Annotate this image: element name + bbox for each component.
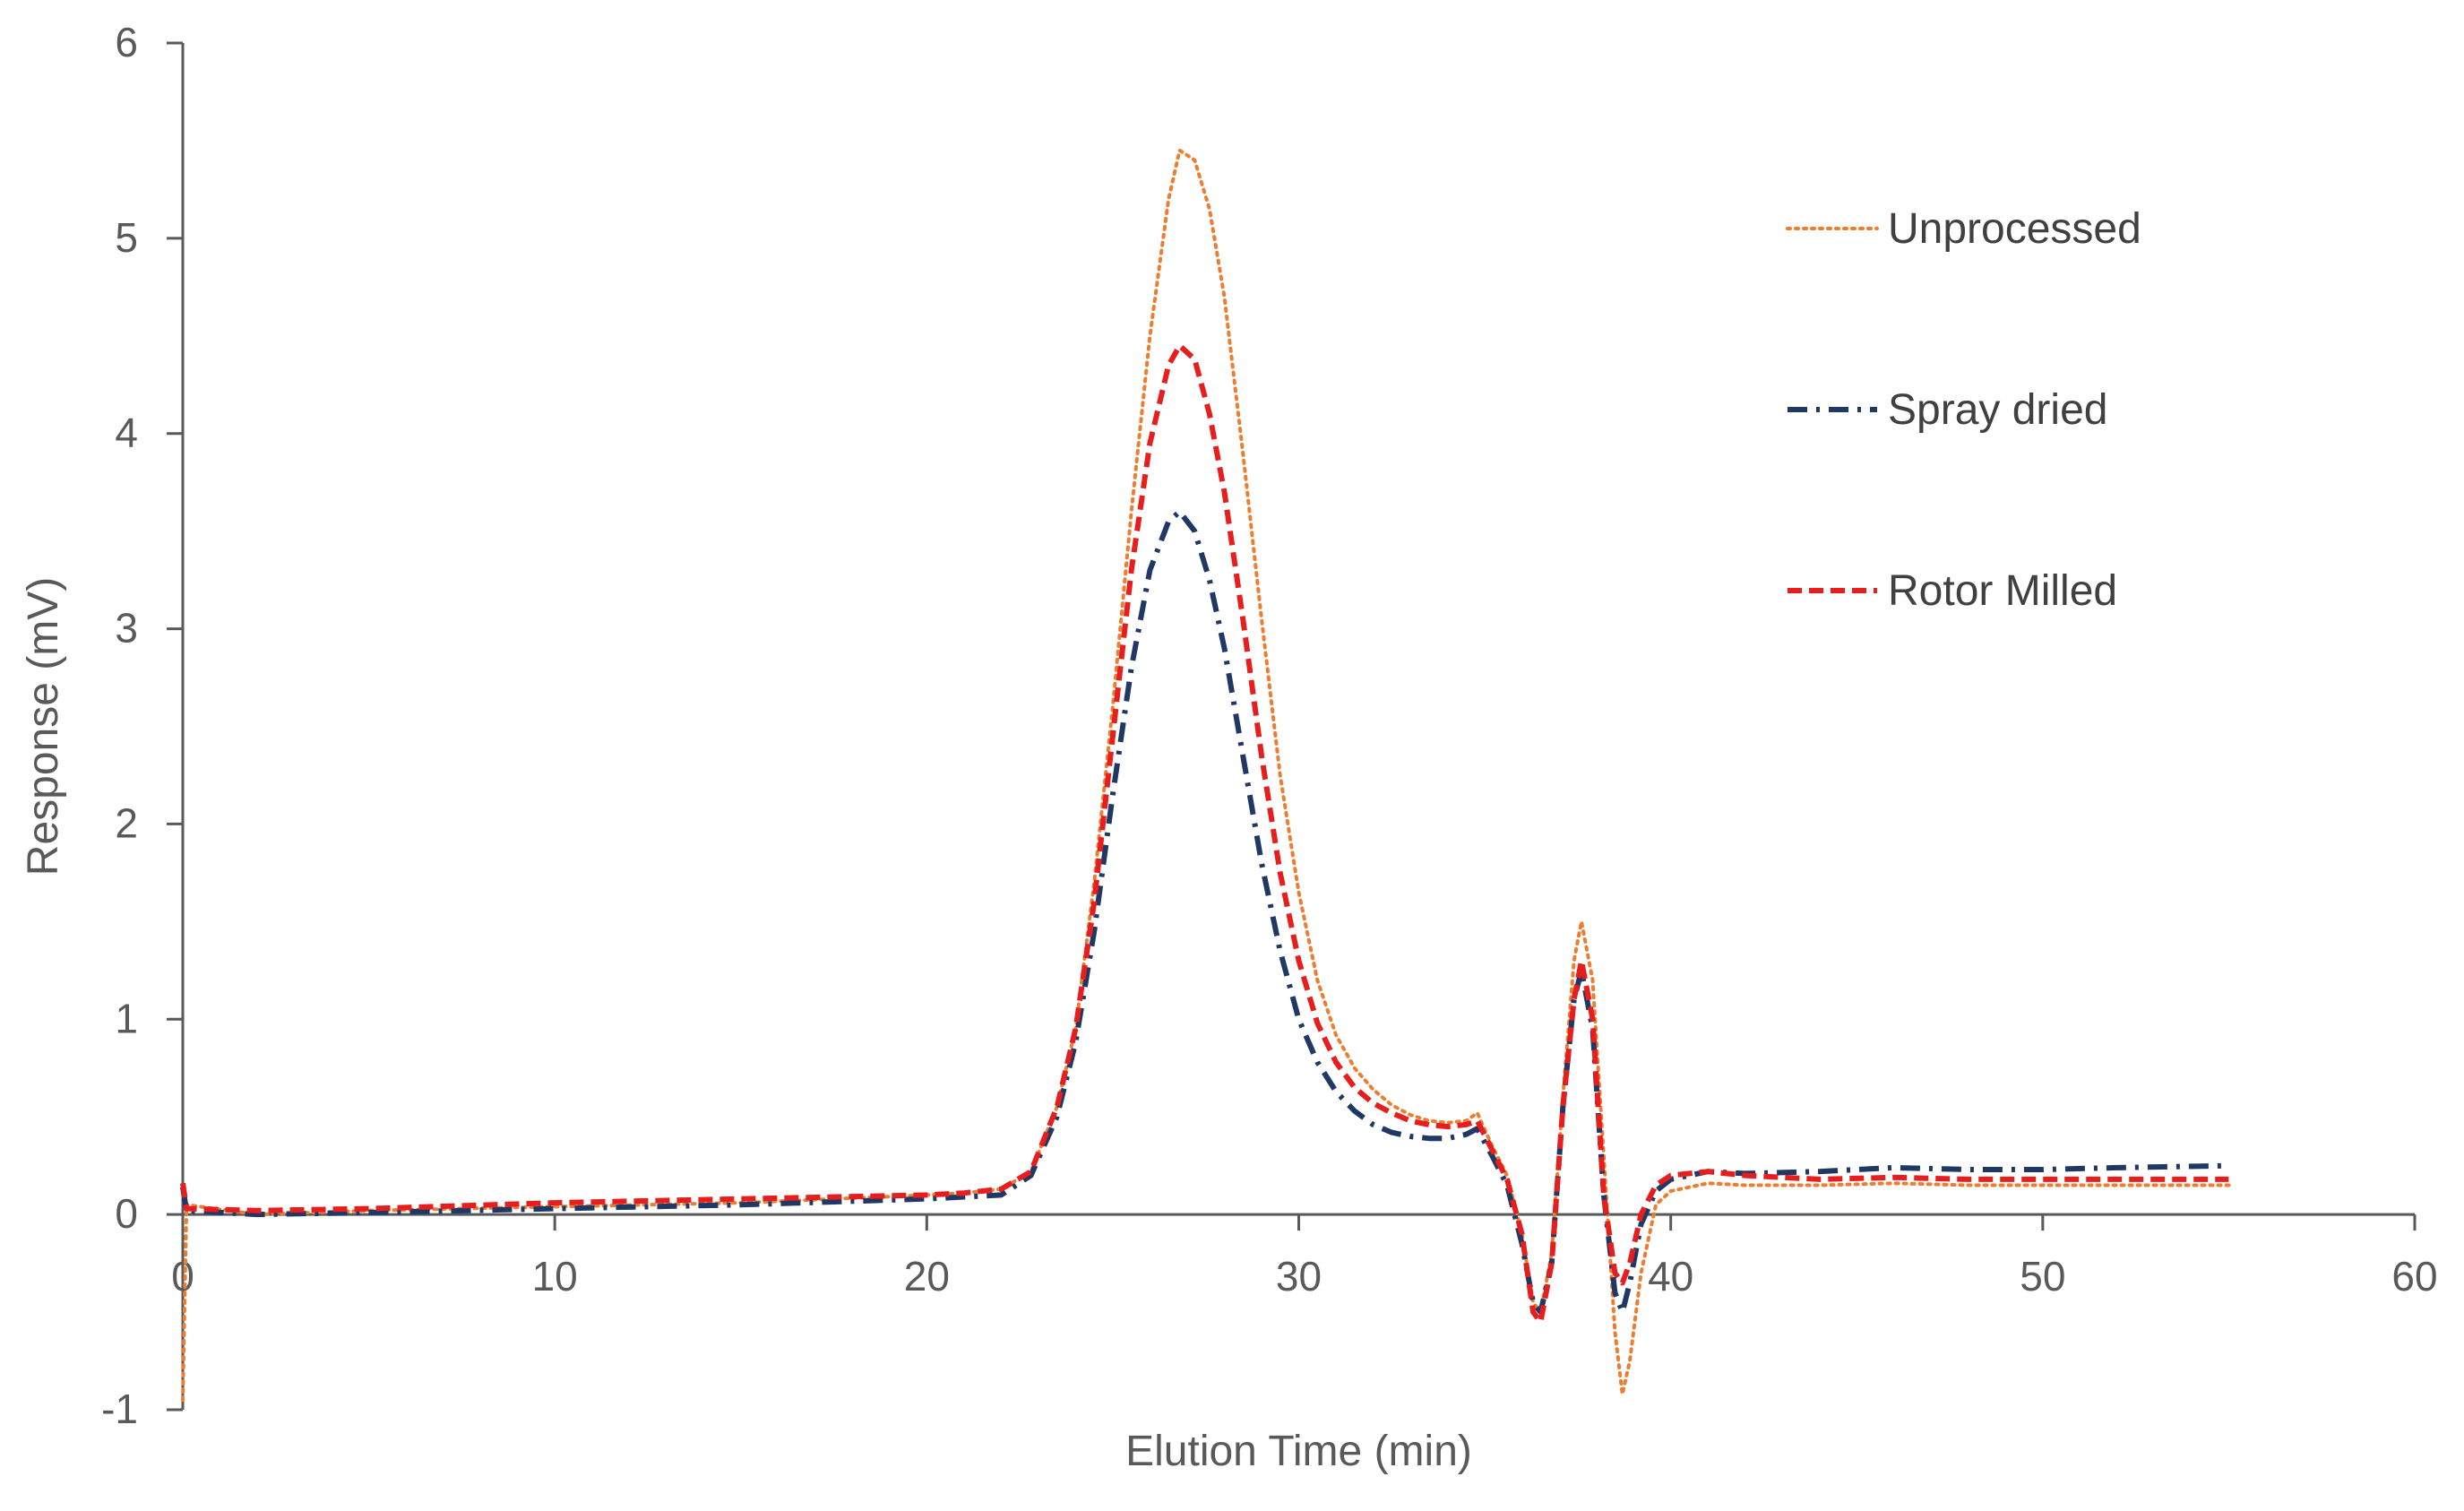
x-tick-label: 40 xyxy=(1648,1253,1693,1299)
series-line-unprocessed xyxy=(181,148,2231,1403)
x-tick-label: 20 xyxy=(904,1253,950,1299)
series-line-rotor-milled xyxy=(180,342,2229,1325)
y-tick-label: 5 xyxy=(115,214,138,261)
y-tick-label: 2 xyxy=(115,799,138,846)
legend-label: Unprocessed xyxy=(1888,205,2141,253)
series-lines xyxy=(180,148,2231,1403)
x-tick-label: 10 xyxy=(532,1253,578,1299)
y-tick-label: -1 xyxy=(101,1386,138,1432)
y-tick-label: 6 xyxy=(115,19,138,65)
y-tick-label: 4 xyxy=(115,410,138,456)
axes xyxy=(167,41,2417,1412)
legend: Unprocessed Spray dried Rotor Milled xyxy=(1786,205,2141,615)
y-tick-label: 0 xyxy=(115,1190,138,1237)
x-tick-label: 0 xyxy=(171,1253,194,1299)
x-tick-label: 30 xyxy=(1276,1253,1322,1299)
y-tick-label: 3 xyxy=(115,605,138,652)
x-tick-label: 60 xyxy=(2391,1253,2437,1299)
x-axis-title: Elution Time (min) xyxy=(1125,1428,1472,1475)
legend-label: Rotor Milled xyxy=(1888,567,2117,615)
series-line-spray-dried xyxy=(180,508,2229,1316)
legend-label: Spray dried xyxy=(1888,386,2107,434)
y-axis-title: Response (mV) xyxy=(20,577,67,876)
x-tick-label: 50 xyxy=(2020,1253,2065,1299)
y-tick-label: 1 xyxy=(115,995,138,1041)
